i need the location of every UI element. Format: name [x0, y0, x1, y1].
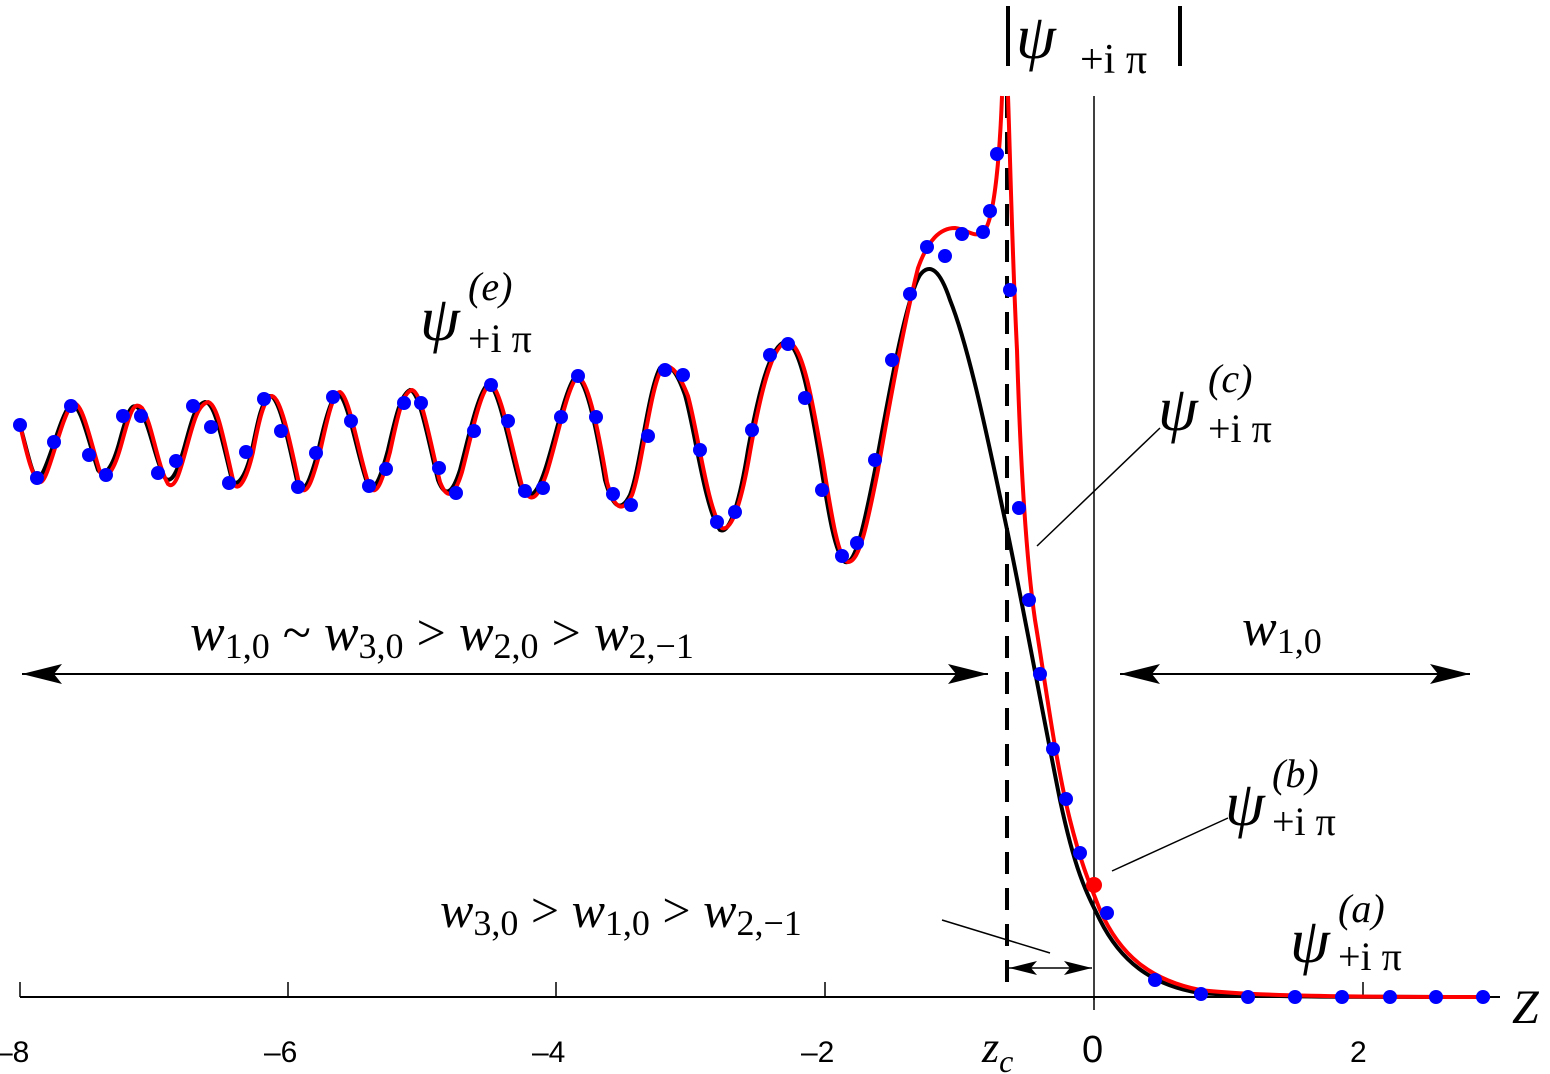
svg-text:w1,0 ~ w3,0: w1,0 ~ w3,0 > w2,0 > w2,−1: [190, 605, 694, 670]
svg-text:+i π: +i π: [1208, 406, 1272, 451]
tick-label: –2: [801, 1036, 834, 1069]
svg-text:(a): (a): [1338, 886, 1385, 931]
plot-title: ψ +i π: [1006, 1, 1182, 83]
tick-label: –4: [532, 1036, 565, 1069]
region-left-annotation: w1,0 ~ w3,0 > w2,0 > w2,−1: [22, 605, 988, 684]
label-psi-a: ψ (a) +i π: [1290, 886, 1402, 979]
svg-text:(b): (b): [1272, 751, 1319, 796]
svg-text:ψ: ψ: [1290, 905, 1331, 976]
svg-text:ψ: ψ: [1016, 1, 1057, 72]
svg-text:w3,0 > w1,0: w3,0 > w1,0 > w2,−1: [440, 882, 802, 946]
region-right-annotation: w1,0: [1120, 600, 1470, 684]
svg-text:ψ: ψ: [1158, 373, 1199, 444]
zero-label: 0: [1082, 1029, 1103, 1071]
svg-text:(c): (c): [1208, 356, 1252, 401]
tick-label: –8: [0, 1036, 29, 1069]
svg-text:+i π: +i π: [468, 316, 532, 361]
region-mid-annotation: w3,0 > w1,0 > w2,−1: [440, 882, 1092, 975]
svg-text:ψ: ψ: [420, 283, 461, 354]
tick-label: 2: [1350, 1036, 1367, 1069]
tick-label: –6: [264, 1036, 297, 1069]
svg-text:w1,0: w1,0: [1242, 600, 1322, 661]
svg-text:ψ: ψ: [1225, 768, 1266, 839]
svg-text:+i π: +i π: [1080, 37, 1147, 83]
blue-data-points: [13, 147, 1490, 1004]
svg-text:(e): (e): [468, 264, 512, 309]
zc-label: zc: [981, 1023, 1013, 1074]
axis-z-label: Z: [1512, 981, 1540, 1034]
x-tick-labels: –8 –6 –4 –2 2 0 zc Z: [0, 981, 1540, 1074]
red-curve: [18, 95, 1491, 999]
svg-text:+i π: +i π: [1338, 934, 1402, 979]
label-psi-e: ψ (e) +i π: [420, 264, 532, 361]
label-psi-c: ψ (c) +i π: [1036, 356, 1272, 547]
svg-text:+i π: +i π: [1272, 799, 1336, 844]
label-psi-b: ψ (b) +i π: [1111, 751, 1336, 872]
red-data-point: [1086, 877, 1102, 893]
